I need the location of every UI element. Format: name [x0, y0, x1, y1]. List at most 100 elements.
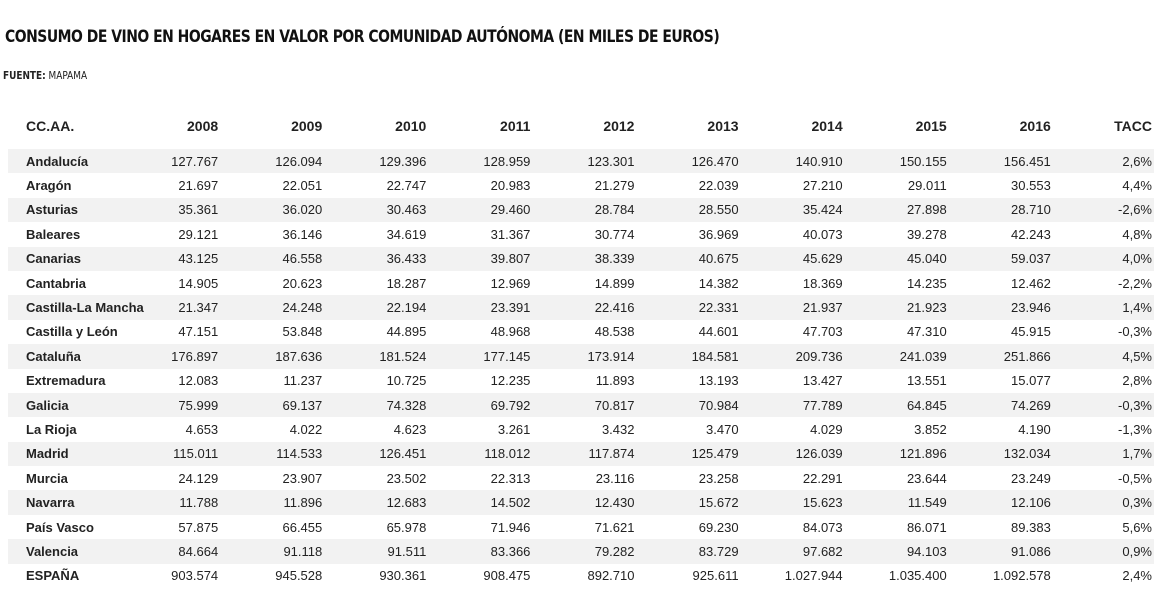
- value-cell: 892.710: [587, 568, 635, 584]
- value-cell: 173.914: [532, 344, 637, 369]
- table-row: País Vasco 57.875 66.455 65.978 71.946 71.621…: [8, 515, 1154, 539]
- value-cell: 97.682: [740, 539, 845, 564]
- value-cell: 177.145: [428, 344, 533, 369]
- value-cell: 126.470: [636, 149, 741, 174]
- column-header: 2009: [291, 118, 323, 134]
- chart-title: Consumo de vino en hogares en valor por …: [5, 27, 720, 47]
- value-cell: 48.968: [490, 324, 531, 340]
- value-cell: 23.116: [595, 470, 635, 486]
- value-cell: 48.538: [594, 324, 635, 340]
- tacc-cell: 5,6%: [1122, 519, 1152, 535]
- region-cell: Madrid: [8, 441, 117, 467]
- value-cell: 29.460: [428, 197, 533, 223]
- value-cell: 22.747: [386, 178, 427, 194]
- value-cell: 114.533: [220, 441, 325, 467]
- tacc-cell: 4,4%: [1122, 178, 1152, 194]
- value-cell: 45.915: [1011, 324, 1051, 340]
- value-cell: 4.029: [810, 421, 843, 437]
- region-cell: La Rioja: [26, 421, 77, 437]
- value-cell: 156.451: [948, 149, 1053, 174]
- value-cell: 23.249: [1011, 470, 1051, 486]
- value-cell: 40.675: [636, 246, 741, 271]
- value-cell: 74.269: [948, 392, 1053, 418]
- value-cell: 126.451: [324, 441, 429, 467]
- source-value: MAPAMA: [48, 70, 88, 82]
- value-cell: 20.623: [282, 275, 323, 291]
- value-cell: 84.664: [116, 539, 221, 564]
- value-cell: 39.278: [906, 226, 947, 242]
- value-cell: 3.852: [914, 421, 947, 437]
- value-cell: 1.035.400: [888, 568, 947, 584]
- value-cell: 126.094: [220, 149, 325, 174]
- column-header: 2011: [500, 118, 531, 134]
- value-cell: 74.328: [324, 392, 429, 418]
- table-row: Galicia 75.999 69.137 74.328 69.792 70.817 70.…: [8, 392, 1154, 418]
- value-cell: 132.034: [948, 441, 1053, 467]
- value-cell: 29.011: [907, 178, 947, 194]
- value-cell: 27.898: [844, 197, 949, 223]
- value-cell: 117.874: [532, 441, 637, 467]
- value-cell: 36.433: [324, 246, 429, 271]
- value-cell: 23.907: [282, 470, 323, 486]
- value-cell: 14.905: [178, 275, 219, 291]
- region-cell: País Vasco: [26, 519, 94, 535]
- region-cell: Valencia: [8, 539, 117, 564]
- value-cell: 47.310: [906, 324, 947, 340]
- value-cell: 115.011: [116, 441, 221, 467]
- value-cell: 65.978: [386, 519, 427, 535]
- column-header: 2014: [811, 118, 843, 134]
- value-cell: 71.621: [594, 519, 635, 535]
- table-row: Madrid 115.011 114.533 126.451 118.012 117.87…: [8, 441, 1154, 467]
- value-cell: 47.151: [178, 324, 219, 340]
- table-header-row: CC.AA. 2008 2009 2010 2011 2012 2013 2014 2015 20…: [8, 110, 1154, 142]
- value-cell: 64.845: [844, 392, 949, 418]
- tacc-cell: -0,5%: [1118, 470, 1152, 486]
- table-row: Aragón 21.697 22.051 22.747 20.983 21.279 22.0…: [8, 173, 1154, 197]
- value-cell: 11.788: [116, 490, 221, 515]
- tacc-cell: 0,3%: [1052, 490, 1154, 515]
- value-cell: 903.574: [171, 568, 219, 584]
- value-cell: 18.369: [802, 275, 843, 291]
- value-cell: 128.959: [428, 149, 533, 174]
- tacc-cell: -0,3%: [1052, 392, 1154, 418]
- region-cell: Castilla y León: [26, 324, 118, 340]
- value-cell: 945.528: [275, 568, 323, 584]
- value-cell: 94.103: [844, 539, 949, 564]
- value-cell: 59.037: [948, 246, 1053, 271]
- value-cell: 69.137: [220, 392, 325, 418]
- value-cell: 79.282: [532, 539, 637, 564]
- region-cell: Asturias: [8, 197, 117, 223]
- value-cell: 241.039: [844, 344, 949, 369]
- tacc-cell: -1,3%: [1118, 421, 1152, 437]
- tacc-cell: 2,6%: [1052, 149, 1154, 174]
- column-header: 2010: [395, 118, 427, 134]
- value-cell: 89.383: [1011, 519, 1051, 535]
- value-cell: 28.550: [636, 197, 741, 223]
- table-row: Cataluña 176.897 187.636 181.524 177.145 173.…: [8, 344, 1154, 369]
- value-cell: 22.416: [532, 295, 637, 320]
- value-cell: 12.430: [532, 490, 637, 515]
- value-cell: 925.611: [692, 568, 739, 584]
- value-cell: 14.899: [594, 275, 635, 291]
- value-cell: 22.039: [698, 178, 739, 194]
- value-cell: 35.424: [740, 197, 845, 223]
- value-cell: 22.331: [636, 295, 741, 320]
- tacc-cell: 4,5%: [1052, 344, 1154, 369]
- value-cell: 187.636: [220, 344, 325, 369]
- value-cell: 36.146: [282, 226, 323, 242]
- value-cell: 22.313: [490, 470, 531, 486]
- value-cell: 930.361: [379, 568, 427, 584]
- value-cell: 1.092.578: [992, 568, 1051, 584]
- table-row: Castilla y León 47.151 53.848 44.895 48.968 4…: [8, 320, 1154, 344]
- region-cell: Castilla-La Mancha: [8, 295, 144, 320]
- value-cell: 91.118: [220, 539, 325, 564]
- value-cell: 86.071: [906, 519, 947, 535]
- value-cell: 23.644: [906, 470, 947, 486]
- value-cell: 14.382: [698, 275, 739, 291]
- value-cell: 13.193: [698, 373, 739, 389]
- value-cell: 118.012: [428, 441, 533, 467]
- value-cell: 15.672: [636, 490, 741, 515]
- tacc-cell: 0,9%: [1052, 539, 1154, 564]
- table-row: Asturias 35.361 36.020 30.463 29.460 28.784 28…: [8, 197, 1154, 223]
- value-cell: 15.077: [1011, 373, 1051, 389]
